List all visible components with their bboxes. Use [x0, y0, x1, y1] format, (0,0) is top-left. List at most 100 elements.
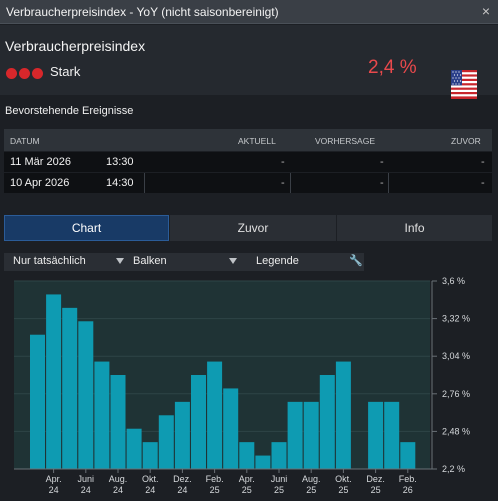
- cpi-bar-chart: 3,6 %3,32 %3,04 %2,76 %2,48 %2,2 % Apr.2…: [14, 276, 470, 495]
- y-tick-label: 3,6 %: [442, 276, 465, 286]
- close-icon[interactable]: ×: [481, 3, 490, 19]
- column-divider: [144, 173, 145, 193]
- upcoming-events-title: Bevorstehende Ereignisse: [5, 105, 134, 117]
- x-tick-label: 25: [338, 485, 348, 495]
- event-time: 14:30: [106, 177, 134, 189]
- x-tick-label: Aug.: [109, 474, 128, 484]
- chart-bar[interactable]: [158, 415, 174, 469]
- event-previous: -: [481, 156, 485, 168]
- chart-bar[interactable]: [191, 375, 206, 469]
- indicator-name: Verbraucherpreisindex: [5, 38, 146, 54]
- y-tick-label: 2,76 %: [442, 389, 470, 399]
- window-title: Verbraucherpreisindex - YoY (nicht saiso…: [6, 5, 279, 19]
- chevron-down-icon[interactable]: [116, 258, 124, 264]
- column-forecast: VORHERSAGE: [315, 136, 375, 146]
- x-tick-label: 25: [274, 485, 284, 495]
- column-actual: AKTUELL: [238, 136, 276, 146]
- us-flag-icon: [451, 70, 477, 99]
- importance-label: Stark: [50, 64, 81, 79]
- chart-bar[interactable]: [368, 401, 384, 469]
- event-time: 13:30: [106, 156, 134, 168]
- chevron-down-icon[interactable]: [229, 258, 237, 264]
- chart-toolbar: Nur tatsächlich Balken Legende 🔧: [4, 253, 364, 271]
- event-actual: -: [281, 156, 285, 168]
- chart-bar[interactable]: [174, 401, 190, 469]
- tab-previous[interactable]: Zuvor: [170, 215, 336, 241]
- x-tick-label: Juni: [78, 474, 95, 484]
- x-tick-label: 24: [177, 485, 187, 495]
- table-row[interactable]: 10 Apr 2026 14:30 - - -: [4, 173, 492, 193]
- view-tabs: Chart Zuvor Info: [4, 215, 492, 241]
- chart-bar[interactable]: [142, 442, 158, 469]
- chart-bar[interactable]: [303, 401, 319, 469]
- x-tick-label: 25: [371, 485, 381, 495]
- x-tick-label: Feb.: [206, 474, 224, 484]
- x-tick-label: Apr.: [46, 474, 62, 484]
- event-forecast: -: [380, 156, 384, 168]
- chart-bar[interactable]: [126, 428, 142, 469]
- x-tick-label: 24: [145, 485, 155, 495]
- importance-indicator: [6, 66, 45, 84]
- y-tick-label: 3,04 %: [442, 351, 470, 361]
- importance-dot-icon: [32, 68, 43, 79]
- chart-bar[interactable]: [335, 361, 351, 469]
- event-actual: -: [281, 177, 285, 189]
- importance-dot-icon: [6, 68, 17, 79]
- x-tick-label: 25: [306, 485, 316, 495]
- table-row[interactable]: 11 Mär 2026 13:30 - - -: [4, 152, 492, 172]
- indicator-value: 2,4 %: [368, 57, 417, 78]
- chart-bar[interactable]: [287, 401, 303, 469]
- y-axis-ticks: 3,6 % 3,32 % 3,04 % 2,76 % 2,48 % 2,2 %: [432, 276, 470, 474]
- x-tick-label: Okt.: [142, 474, 159, 484]
- event-previous: -: [481, 177, 485, 189]
- chart-type-dropdown[interactable]: Balken: [133, 255, 167, 267]
- chart-bar[interactable]: [319, 375, 335, 469]
- legend-toggle[interactable]: Legende: [256, 255, 299, 267]
- filter-dropdown[interactable]: Nur tatsächlich: [13, 255, 86, 267]
- chart-bar[interactable]: [30, 334, 45, 469]
- x-tick-label: 24: [113, 485, 123, 495]
- window-titlebar: Verbraucherpreisindex - YoY (nicht saiso…: [0, 0, 498, 24]
- tab-info[interactable]: Info: [337, 215, 492, 241]
- chart-bar[interactable]: [255, 455, 271, 469]
- x-tick-label: 24: [49, 485, 59, 495]
- tab-chart[interactable]: Chart: [4, 215, 169, 241]
- x-tick-label: Dez.: [173, 474, 192, 484]
- event-date: 11 Mär 2026: [10, 156, 71, 168]
- chart-bar[interactable]: [207, 361, 223, 469]
- event-forecast: -: [380, 177, 384, 189]
- x-tick-label: 25: [210, 485, 220, 495]
- chart-bar[interactable]: [46, 294, 62, 469]
- upcoming-events-table: DATUM AKTUELL VORHERSAGE ZUVOR 11 Mär 20…: [4, 129, 492, 193]
- x-tick-label: 26: [403, 485, 413, 495]
- y-tick-label: 2,2 %: [442, 464, 465, 474]
- y-tick-label: 3,32 %: [442, 314, 470, 324]
- chart-bar[interactable]: [78, 321, 94, 469]
- x-tick-label: 25: [242, 485, 252, 495]
- x-tick-label: 24: [81, 485, 91, 495]
- x-tick-label: Juni: [271, 474, 288, 484]
- column-previous: ZUVOR: [451, 136, 481, 146]
- chart-bar[interactable]: [400, 442, 416, 469]
- chart-bars: [30, 294, 416, 469]
- column-date: DATUM: [10, 136, 40, 146]
- chart-bar[interactable]: [110, 375, 126, 469]
- x-tick-label: Dez.: [366, 474, 385, 484]
- x-tick-label: Aug.: [302, 474, 321, 484]
- flag-stripes: [451, 70, 477, 99]
- chart-bar[interactable]: [239, 442, 255, 469]
- chart-bar[interactable]: [94, 361, 110, 469]
- event-date: 10 Apr 2026: [10, 177, 70, 189]
- chart-bar[interactable]: [62, 307, 78, 469]
- x-axis-ticks: Apr.24Juni24Aug.24Okt.24Dez.24Feb.25Apr.…: [46, 469, 417, 495]
- x-tick-label: Feb.: [399, 474, 417, 484]
- indicator-summary: Verbraucherpreisindex Stark 2,4 %: [0, 25, 498, 99]
- table-header: DATUM AKTUELL VORHERSAGE ZUVOR: [4, 129, 492, 151]
- importance-dot-icon: [19, 68, 30, 79]
- chart-bar[interactable]: [223, 388, 239, 469]
- column-divider: [290, 173, 291, 193]
- wrench-icon[interactable]: 🔧: [349, 255, 363, 267]
- chart-bar[interactable]: [384, 401, 400, 469]
- chart-bar[interactable]: [271, 442, 287, 469]
- x-tick-label: Okt.: [335, 474, 352, 484]
